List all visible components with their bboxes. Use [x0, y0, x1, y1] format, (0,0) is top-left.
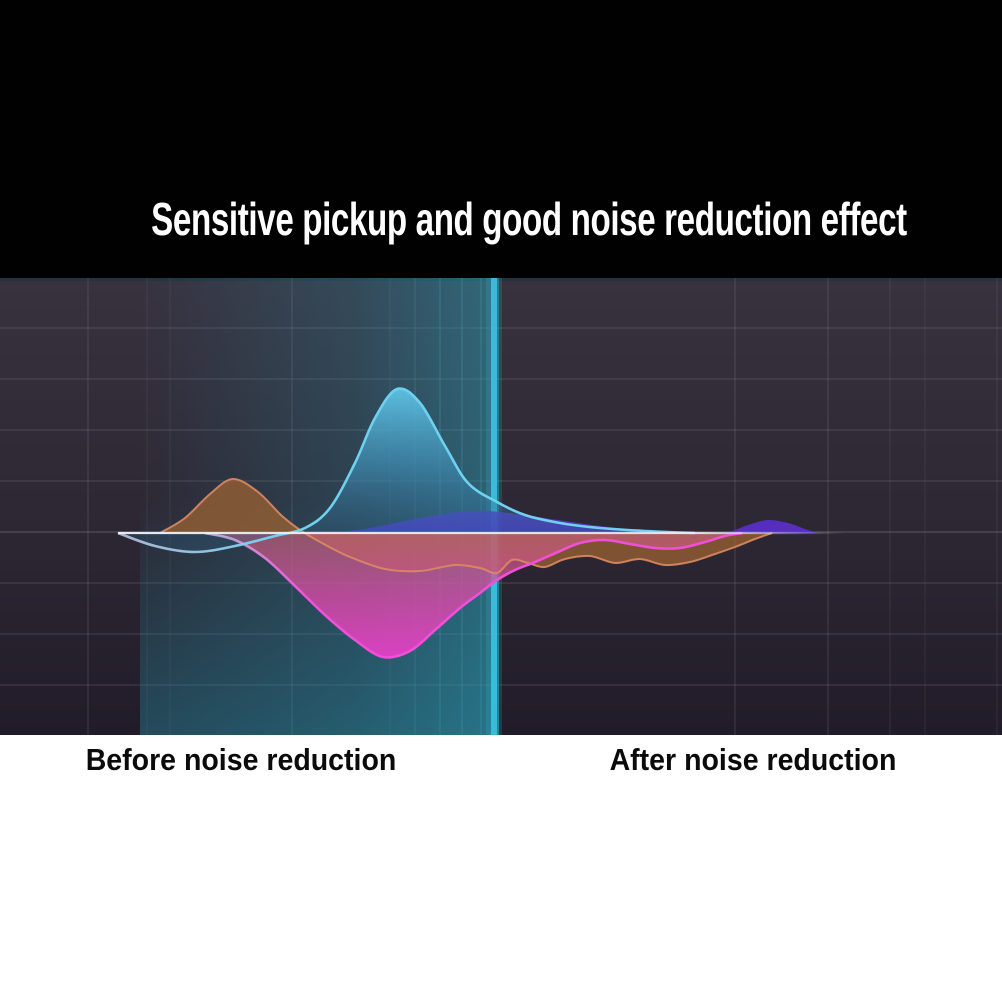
wave-orange-stroke	[159, 477, 773, 575]
waveform-chart-area	[0, 278, 1002, 735]
caption-band: Before noise reduction After noise reduc…	[0, 735, 1002, 1002]
waveforms	[117, 387, 818, 659]
wave-pink-stroke	[204, 531, 743, 659]
waveform-chart	[0, 278, 1002, 735]
page-title: Sensitive pickup and good noise reductio…	[4, 192, 1002, 246]
chart-top-edge	[0, 278, 1002, 281]
header-band: Sensitive pickup and good noise reductio…	[0, 0, 1002, 278]
wave-blue-fill	[118, 388, 695, 552]
label-before-noise-reduction: Before noise reduction	[85, 742, 397, 777]
label-after-noise-reduction: After noise reduction	[609, 742, 897, 777]
wave-blue-stroke	[117, 387, 696, 554]
page-title-text: Sensitive pickup and good noise reductio…	[151, 193, 907, 245]
wave-orange-fill	[160, 478, 772, 574]
